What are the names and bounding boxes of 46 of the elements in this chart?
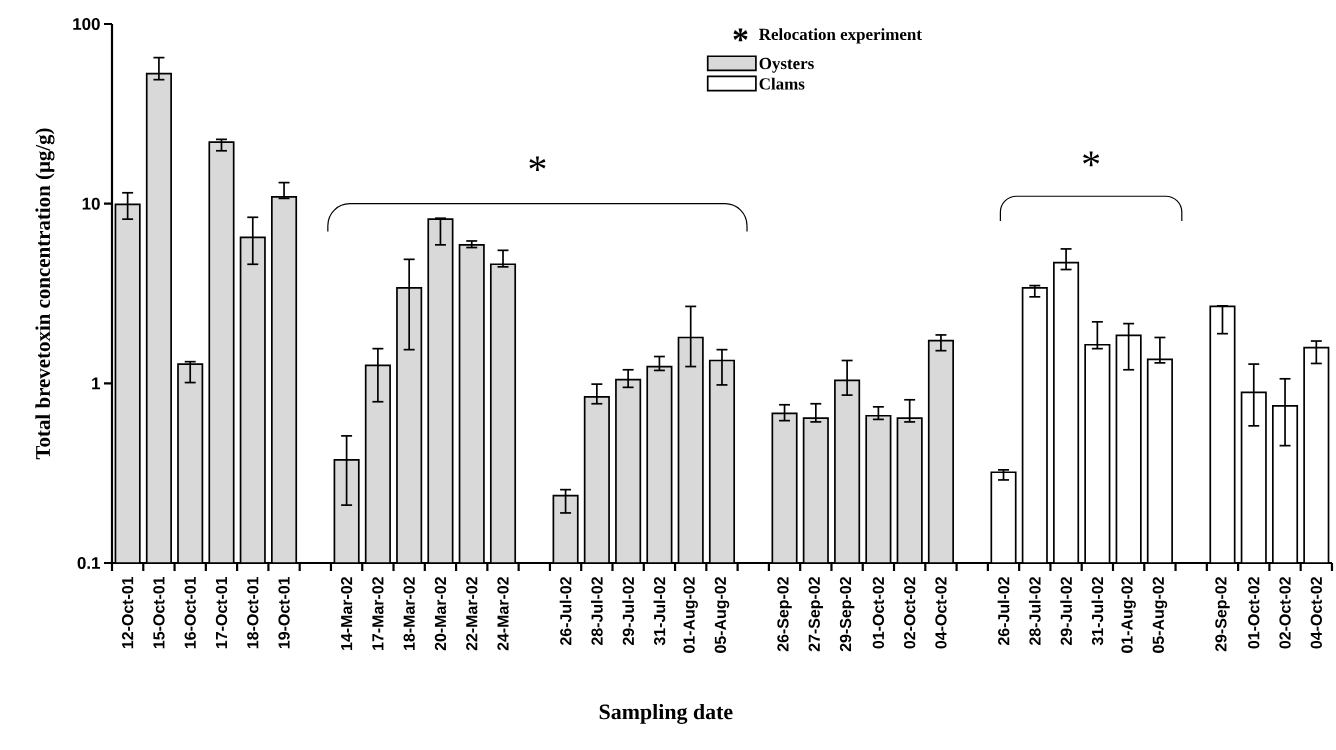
legend-label: Clams [759,77,805,90]
x-tick-label: 28-Jul-02 [591,577,603,646]
x-tick-label: 04-Oct-02 [935,577,947,649]
x-tick-label: 15-Oct-01 [153,576,165,649]
x-tick-label: 29-Sep-02 [839,577,855,652]
x-tick-label: 01-Aug-02 [683,577,698,653]
x-tick-label: 26-Jul-02 [997,577,1010,646]
x-tick-label: 01-Oct-02 [1248,577,1260,649]
x-tick-label: 19-Oct-01 [278,576,290,649]
x-tick-label: 01-Oct-02 [872,577,885,649]
x-tick-label: 01-Aug-02 [1121,577,1136,653]
x-tick-label: 12-Oct-01 [122,576,134,649]
x-tick-label: 31-Jul-02 [653,577,666,646]
x-tick-label: 26-Jul-02 [559,577,572,646]
x-tick-label: 18-Mar-02 [403,577,415,650]
x-tick-label: 29-Sep-02 [1215,577,1230,652]
x-tick-label: 14-Mar-02 [340,577,353,650]
x-tick-label: 17-Mar-02 [372,577,384,650]
x-tick-label: 29-Jul-02 [1060,577,1072,646]
x-tick-label: 02-Oct-02 [1279,577,1291,649]
x-tick-label: 20-Mar-02 [434,577,447,651]
x-tick-label: 31-Jul-02 [1091,577,1104,646]
annotation: * [529,156,546,172]
y-tick-label: 1 [92,377,101,390]
x-tick-label: 04-Oct-02 [1310,577,1322,649]
x-tick-label: 05-Aug-02 [714,577,730,653]
x-tick-label: 27-Sep-02 [808,577,824,652]
x-tick-label: 18-Oct-01 [247,576,259,649]
y-tick-label: 0.1 [77,557,101,570]
x-tick-label: 17-Oct-01 [215,576,228,649]
x-tick-label: 05-Aug-02 [1152,577,1168,653]
x-tick-label: 26-Sep-02 [777,577,792,652]
x-tick-label: 22-Mar-02 [466,577,478,651]
legend-label: Oysters [759,57,814,73]
annotation: Relocation experiment [759,28,922,44]
x-tick-label: 02-Oct-02 [904,577,916,649]
x-tick-label: 24-Mar-02 [497,577,509,651]
annotation: * [1083,151,1100,167]
annotation: * [733,28,748,42]
x-tick-label: 28-Jul-02 [1028,577,1041,646]
x-axis-title: Sampling date [599,703,733,724]
y-tick-label: 100 [73,18,100,31]
y-tick-label: 10 [82,197,100,210]
x-tick-label: 29-Jul-02 [622,577,634,646]
y-axis-title: Total brevetoxin concentration (μg/g) [35,128,55,460]
x-tick-label: 16-Oct-01 [184,576,196,649]
